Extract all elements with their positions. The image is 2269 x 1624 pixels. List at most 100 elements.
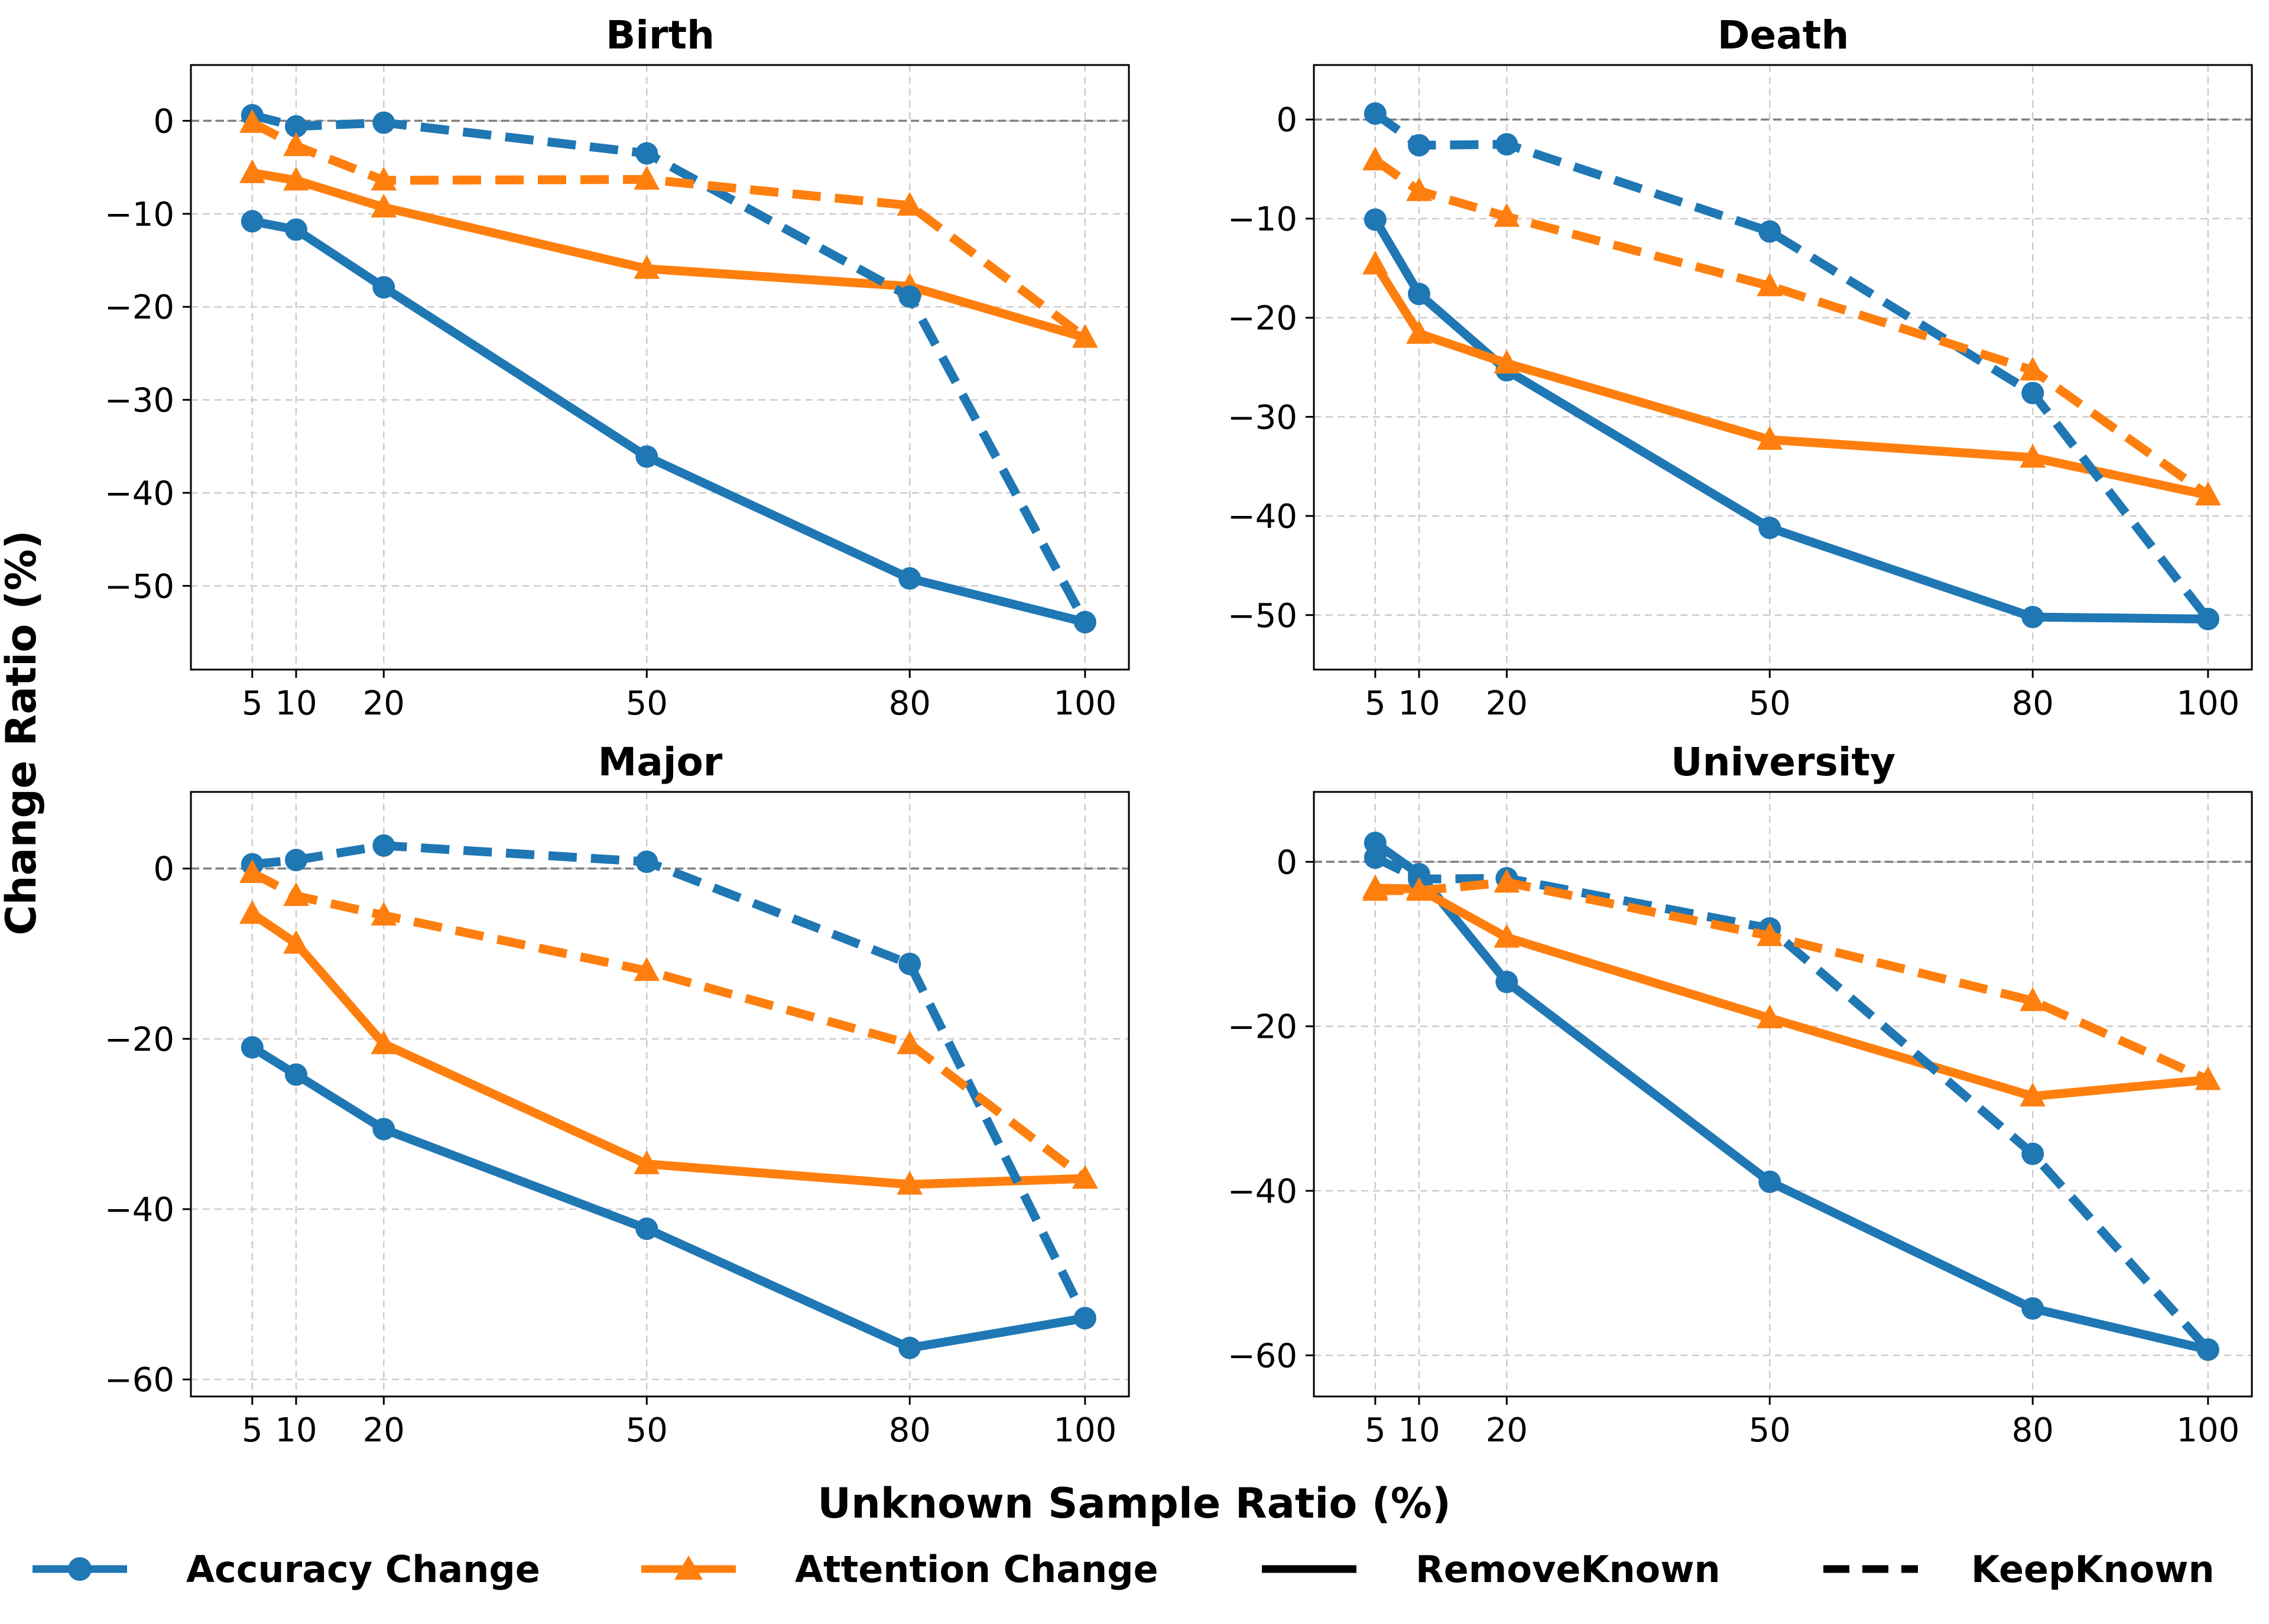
data-point-accuracy	[372, 1118, 395, 1141]
series-line-attention-dashed	[1375, 878, 2210, 1084]
plot-frame	[1313, 791, 2253, 1398]
y-axis-label: Change Ratio (%)	[0, 530, 46, 935]
x-tick-label: 50	[1749, 1411, 1791, 1450]
data-point-attention	[1362, 146, 1388, 171]
y-tick-label: −40	[1228, 498, 1297, 536]
data-point-accuracy	[898, 285, 921, 308]
legend-label: Attention Change	[795, 1548, 1158, 1591]
y-tick-label: 0	[1276, 101, 1297, 139]
x-tick-label: 100	[2176, 1411, 2239, 1450]
legend: Accuracy Change Attention Change RemoveK…	[33, 1548, 2215, 1591]
y-tick-label: −50	[1228, 597, 1297, 635]
data-point-accuracy	[635, 445, 658, 468]
plot-frame	[1313, 64, 2253, 671]
y-tick-label: −40	[105, 475, 174, 513]
data-point-attention	[897, 1030, 923, 1054]
series-line-accuracy-dashed	[1373, 853, 2212, 1353]
panel-university: University 5 10 20 50 80 100 0 −20 −40 −60	[1228, 739, 2253, 1450]
series-line-attention-dashed	[250, 869, 1088, 1183]
x-tick-label: 50	[626, 1411, 668, 1450]
data-point-attention	[1494, 924, 1520, 948]
x-tick-label: 20	[1486, 684, 1528, 723]
legend-item-accuracy: Accuracy Change	[33, 1548, 540, 1591]
legend-item-keepknown: KeepKnown	[1823, 1548, 2215, 1591]
data-point-accuracy	[2021, 606, 2044, 629]
data-point-attention	[2020, 356, 2046, 381]
data-point-attention	[1494, 349, 1520, 374]
data-point-accuracy	[1073, 1307, 1096, 1330]
plot-frame	[190, 64, 1130, 671]
data-point-attention	[2195, 1066, 2221, 1090]
data-point-attention	[634, 255, 660, 279]
y-tick-label: −20	[105, 288, 174, 327]
data-point-attention	[2020, 444, 2046, 468]
y-tick-label: 0	[153, 102, 174, 141]
panel-title: University	[1671, 739, 1895, 785]
circle-marker-icon	[68, 1557, 92, 1581]
data-point-accuracy	[284, 849, 307, 872]
data-point-accuracy	[1758, 1170, 1781, 1193]
data-point-attention	[1406, 877, 1432, 901]
y-tick-label: 0	[1276, 843, 1297, 882]
x-tick-label: 5	[242, 1411, 263, 1450]
series-line-attention-solid	[251, 168, 1086, 342]
y-tick-label: −30	[1228, 398, 1297, 437]
data-point-attention	[1757, 922, 1783, 946]
data-point-attention	[897, 1171, 923, 1195]
y-tick-label: −40	[1228, 1172, 1297, 1211]
x-tick-label: 80	[889, 1411, 931, 1450]
data-point-attention	[897, 191, 923, 216]
legend-label: KeepKnown	[1971, 1548, 2215, 1591]
data-point-attention	[283, 167, 309, 191]
x-tick-label: 100	[2176, 684, 2239, 723]
y-tick-label: −60	[105, 1361, 174, 1399]
data-point-accuracy	[635, 1217, 658, 1240]
y-tick-label: −50	[105, 567, 174, 606]
data-point-attention	[634, 165, 660, 190]
data-point-attention	[1072, 1165, 1098, 1189]
series-line-accuracy-dashed	[252, 841, 1089, 1320]
data-point-attention	[1362, 877, 1388, 901]
data-point-attention	[283, 132, 309, 157]
triangle-marker-icon	[674, 1555, 703, 1580]
data-point-attention	[634, 957, 660, 981]
data-point-attention	[1757, 1004, 1783, 1029]
data-point-attention	[1757, 272, 1783, 297]
x-tick-label: 10	[275, 684, 317, 723]
data-point-attention	[2020, 987, 2046, 1011]
series-line-attention-dashed	[250, 118, 1088, 342]
x-tick-label: 5	[1365, 684, 1386, 723]
y-tick-label: −10	[1228, 200, 1297, 239]
y-tick-label: −60	[1228, 1337, 1297, 1375]
data-point-attention	[371, 193, 397, 218]
series-line-attention-solid	[1375, 884, 2209, 1101]
data-point-attention	[1494, 203, 1520, 227]
panel-title: Death	[1718, 12, 1849, 58]
x-tick-label: 10	[1398, 684, 1440, 723]
x-tick-label: 20	[363, 684, 405, 723]
data-point-attention	[371, 1030, 397, 1054]
data-point-accuracy	[1407, 134, 1430, 157]
data-point-accuracy	[284, 115, 307, 138]
data-point-attention	[2195, 481, 2221, 506]
series-line-accuracy-solid	[1371, 217, 2208, 623]
series-line-attention-solid	[1371, 262, 2209, 500]
data-point-attention	[1406, 320, 1432, 344]
y-tick-label: 0	[153, 850, 174, 889]
data-point-attention	[1406, 177, 1432, 202]
x-tick-label: 50	[1749, 684, 1791, 723]
y-tick-label: −10	[105, 196, 174, 234]
series-line-accuracy-dashed	[251, 111, 1089, 625]
data-point-accuracy	[1407, 282, 1430, 306]
data-point-accuracy	[635, 142, 658, 165]
data-point-attention	[1072, 324, 1098, 348]
data-point-accuracy	[2021, 1142, 2044, 1165]
series-line-attention-solid	[249, 910, 1086, 1189]
data-point-attention	[239, 900, 265, 924]
x-tick-label: 100	[1053, 684, 1116, 723]
panel-title: Birth	[606, 12, 715, 58]
data-point-accuracy	[898, 1336, 921, 1359]
data-point-accuracy	[1364, 846, 1387, 869]
data-point-accuracy	[2196, 1338, 2219, 1361]
panel-death: Death 5 10 20 50 80 100 0 −10 −20 −30 −40 −50	[1228, 12, 2253, 723]
